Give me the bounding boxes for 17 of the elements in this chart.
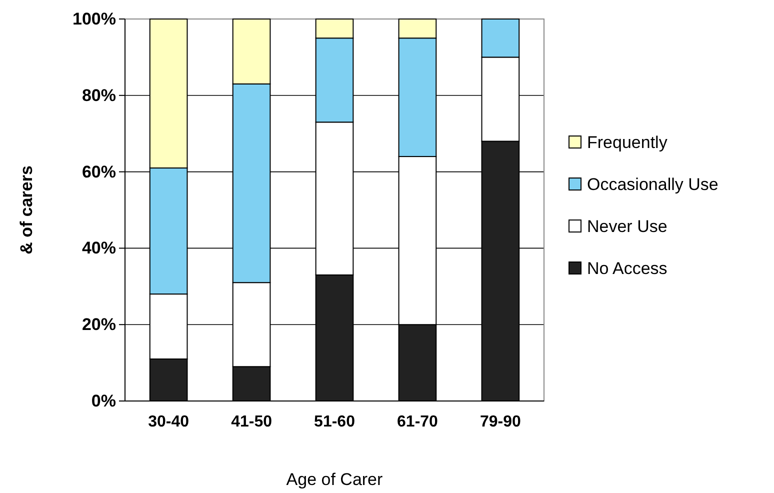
legend-label: Never Use (587, 217, 668, 236)
x-tick-label: 30-40 (148, 413, 190, 430)
legend-label: Frequently (587, 133, 668, 152)
y-tick-label: 0% (91, 391, 116, 410)
y-tick-label: 20% (82, 315, 116, 334)
x-axis-title: Age of Carer (286, 470, 384, 489)
x-tick-label: 41-50 (231, 413, 272, 430)
legend-label: Occasionally Use (587, 175, 718, 194)
y-axis-title: & of carers (17, 166, 36, 254)
x-tick-label: 79-90 (480, 413, 522, 430)
x-tick-label: 51-60 (314, 413, 356, 430)
x-tick-label: 61-70 (397, 413, 438, 430)
y-tick-label: 80% (82, 86, 116, 105)
legend-label: No Access (587, 259, 668, 278)
y-tick-label: 40% (82, 238, 116, 258)
y-tick-label: 60% (82, 162, 116, 182)
y-tick-label: 100% (72, 9, 116, 28)
